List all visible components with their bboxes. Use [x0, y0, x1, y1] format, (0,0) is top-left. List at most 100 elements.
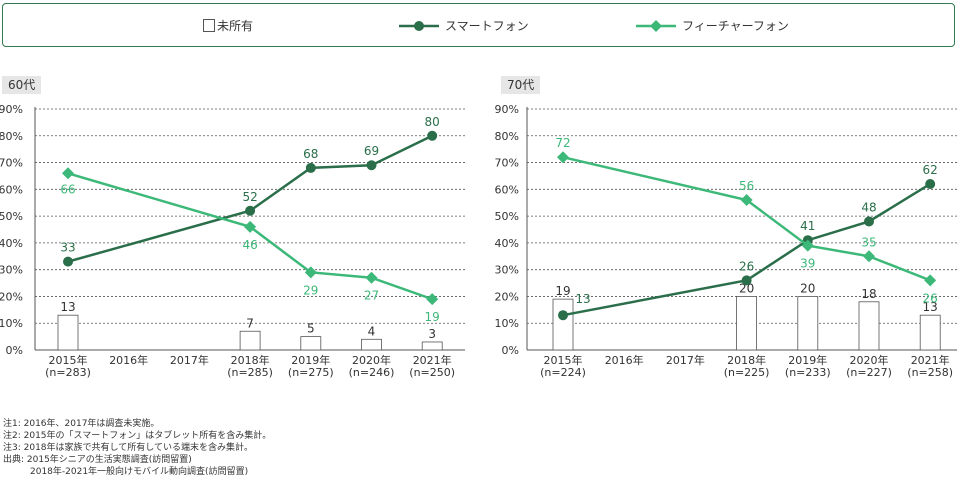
chart-70-label-feature: 39 — [800, 257, 815, 271]
chart-70-title: 70代 — [501, 76, 541, 94]
chart-70-ytick-label: 90% — [495, 103, 519, 116]
chart-60-ytick-label: 50% — [0, 210, 23, 223]
chart-70-point-smartphone — [925, 178, 936, 189]
chart-60-ytick-label: 30% — [0, 264, 23, 277]
chart-70-xtick-label: 2016年 — [605, 353, 644, 367]
note-source-2: 2018年-2021年一般向けモバイル動向調査(訪問留置) — [3, 467, 249, 477]
chart-70-xtick-label: 2021年(n=258) — [907, 353, 953, 379]
chart-60-bar-none-label: 4 — [368, 324, 376, 338]
chart-60-point-smartphone — [366, 160, 377, 171]
legend: 未所有 スマートフォン フィーチャーフォン — [2, 3, 955, 47]
legend-item-none: 未所有 — [203, 17, 253, 34]
legend-feature-swatch — [636, 19, 676, 32]
legend-none-swatch — [203, 19, 215, 32]
chart-60-point-feature — [365, 271, 378, 284]
chart-60-point-feature — [304, 266, 317, 279]
legend-item-feature: フィーチャーフォン — [636, 17, 789, 34]
chart-60-label-feature: 29 — [303, 283, 318, 297]
chart-60-bar-none — [421, 341, 443, 351]
legend-none-label: 未所有 — [217, 19, 254, 33]
chart-60-ytick-label: 40% — [0, 237, 23, 250]
chart-70-xtick-label: 2015年(n=224) — [540, 353, 586, 379]
chart-70-ytick-label: 60% — [495, 183, 519, 196]
chart-60-bar-none — [57, 314, 79, 351]
chart-70-bar-none — [797, 296, 819, 351]
chart-70-ytick-label: 70% — [495, 157, 519, 170]
chart-70-label-feature: 35 — [861, 235, 876, 249]
chart-60-ytick-label: 0% — [6, 344, 23, 357]
chart-60-ytick-label: 80% — [0, 130, 23, 143]
chart-60-label-feature: 46 — [242, 238, 257, 252]
chart-70-xtick-label: 2020年(n=227) — [846, 353, 892, 379]
chart-60-ytick-label: 10% — [0, 317, 23, 330]
chart-70-bar-none-label: 19 — [555, 284, 570, 298]
chart-70-bar-none-label: 18 — [861, 287, 876, 301]
chart-70-point-smartphone — [741, 275, 752, 286]
chart-60-xtick-label: 2019年(n=275) — [288, 353, 334, 379]
chart-60-ytick-label: 60% — [0, 183, 23, 196]
chart-60-label-smartphone: 69 — [364, 144, 379, 158]
chart-60-bar-none-label: 13 — [60, 300, 75, 314]
chart-60-point-smartphone — [63, 256, 73, 267]
chart-70-label-smartphone: 62 — [923, 163, 938, 177]
chart-60-xtick-label: 2016年 — [109, 353, 148, 367]
chart-70-label-feature: 72 — [555, 136, 570, 150]
legend-feature-label: フィーチャーフォン — [682, 19, 789, 33]
chart-60-bar-none-label: 5 — [307, 322, 315, 336]
chart-60-ytick-label: 20% — [0, 290, 23, 303]
chart-60-xtick-label: 2021年(n=250) — [409, 353, 455, 379]
chart-70-ytick-label: 50% — [495, 210, 519, 223]
chart-60-xtick-label: 2020年(n=246) — [349, 353, 395, 379]
chart-60-bar-none — [300, 336, 322, 351]
chart-70-ytick-label: 0% — [502, 344, 519, 357]
chart-70-point-feature — [863, 250, 875, 263]
chart-70-bar-none — [736, 296, 757, 351]
chart-70-label-smartphone: 26 — [739, 259, 754, 273]
legend-smartphone-swatch — [399, 20, 439, 31]
chart-60-label-smartphone: 33 — [60, 241, 75, 255]
chart-70-label-smartphone: 48 — [861, 200, 876, 214]
chart-70-xtick-label: 2017年 — [666, 353, 705, 367]
chart-60-xtick-label: 2015年(n=283) — [45, 353, 91, 379]
chart-60-label-smartphone: 52 — [242, 190, 257, 204]
chart-70-point-feature — [924, 274, 937, 287]
chart-60-point-smartphone — [245, 205, 256, 216]
chart-60-bar-none-label: 7 — [246, 316, 254, 330]
legend-smartphone-label: スマートフォン — [445, 19, 529, 33]
chart-60-label-smartphone: 80 — [425, 115, 440, 129]
chart-70-bar-none — [858, 301, 880, 351]
note-1: 注1: 2016年、2017年は調査未実施。 — [3, 419, 160, 429]
chart-60-bar-none — [361, 338, 382, 351]
chart-70-point-smartphone — [864, 216, 874, 227]
chart-70-bar-none-label: 13 — [923, 300, 938, 314]
chart-70-label-smartphone: 13 — [575, 292, 590, 306]
notes: 注1: 2016年、2017年は調査未実施。 注2: 2015年の「スマートフォ… — [3, 418, 271, 478]
chart-60-label-smartphone: 68 — [303, 147, 318, 161]
legend-item-smartphone: スマートフォン — [399, 17, 529, 34]
chart-70-bar-none — [552, 298, 574, 351]
chart-60-label-feature: 19 — [425, 310, 440, 324]
chart-70-ytick-label: 20% — [495, 290, 519, 303]
chart-70-bar-none-label: 20 — [800, 281, 815, 295]
chart-60-point-feature — [426, 293, 439, 306]
note-2: 注2: 2015年の「スマートフォン」はタブレット所有を含み集計。 — [3, 431, 272, 441]
chart-70-point-feature — [557, 151, 569, 164]
chart-60-xtick-label: 2018年(n=285) — [227, 353, 273, 379]
chart-70-label-feature: 56 — [739, 179, 754, 193]
chart-60-bar-none — [239, 330, 261, 351]
chart-60-point-feature — [62, 167, 74, 180]
chart-60-title: 60代 — [2, 76, 42, 94]
chart-70-ytick-label: 80% — [495, 130, 519, 143]
chart-60-label-feature: 27 — [364, 289, 379, 303]
chart-60-point-feature — [244, 220, 257, 233]
chart-70-bar-none — [919, 314, 941, 351]
chart-60-ytick-label: 90% — [0, 103, 23, 116]
chart-60-ytick-label: 70% — [0, 157, 23, 170]
chart-70-ytick-label: 40% — [495, 237, 519, 250]
chart-60-xtick-label: 2017年 — [170, 353, 209, 367]
chart-70-xtick-label: 2018年(n=225) — [724, 353, 770, 379]
chart-70-ytick-label: 10% — [495, 317, 519, 330]
chart-70-xtick-label: 2019年(n=233) — [785, 353, 831, 379]
chart-70-point-smartphone — [558, 310, 568, 321]
